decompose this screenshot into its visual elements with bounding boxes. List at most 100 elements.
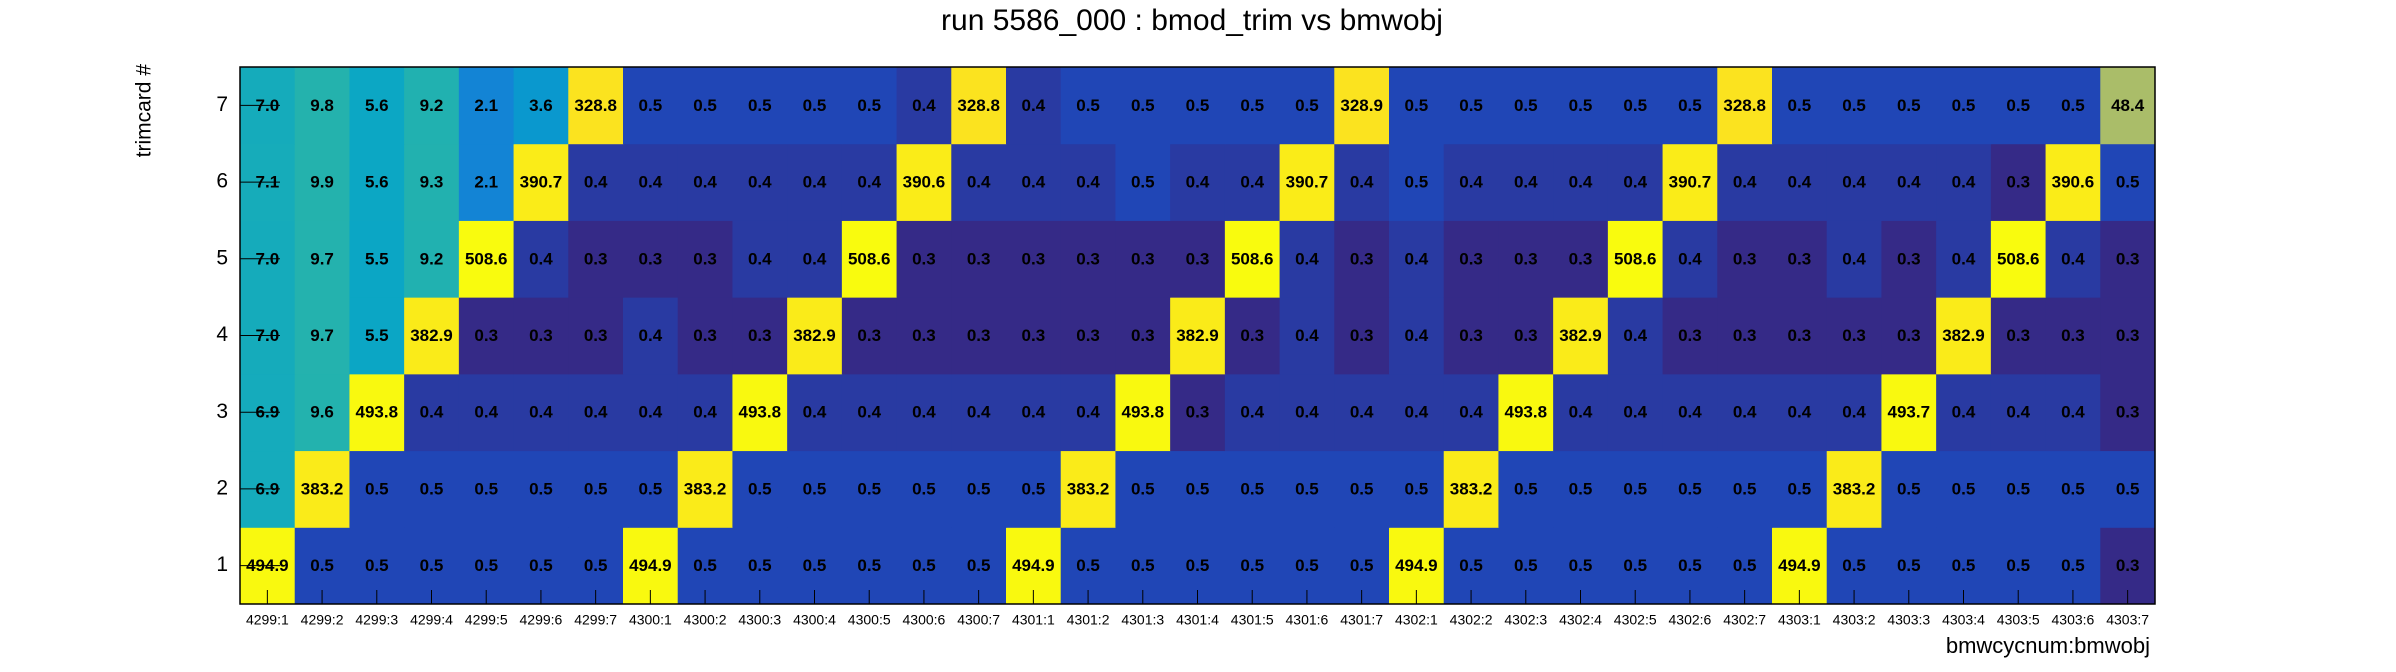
cell-label: 0.3: [912, 249, 936, 268]
cell-label: 0.3: [748, 326, 772, 345]
cell-label: 0.4: [967, 403, 991, 422]
cell-label: 0.5: [1514, 556, 1538, 575]
cell-label: 508.6: [465, 249, 508, 268]
heatmap-cell: [294, 220, 350, 298]
cell-label: 0.5: [420, 556, 444, 575]
cell-label: 0.4: [639, 403, 663, 422]
x-axis-label: bmwcycnum:bmwobj: [1946, 633, 2150, 658]
cell-label: 494.9: [1012, 556, 1055, 575]
heatmap-cell: [1006, 67, 1062, 145]
cell-label: 0.5: [1842, 556, 1866, 575]
heatmap-cell: [568, 297, 624, 375]
heatmap-cell: [1279, 373, 1335, 452]
heatmap-cell: [1717, 450, 1773, 528]
cell-label: 0.3: [1240, 326, 1264, 345]
cell-label: 0.3: [1842, 326, 1866, 345]
heatmap-cell: [1006, 143, 1062, 221]
cell-label: 0.5: [1952, 556, 1976, 575]
heatmap-cell: [1224, 373, 1281, 452]
cell-label: 382.9: [410, 326, 453, 345]
x-tick-label: 4300:2: [684, 612, 727, 628]
cell-label: 0.5: [1678, 556, 1702, 575]
cell-label: 382.9: [1942, 326, 1985, 345]
heatmap-cell: [1826, 67, 1882, 145]
cell-label: 9.7: [310, 249, 334, 268]
heatmap-cell: [1224, 220, 1281, 298]
cell-label: 0.5: [1459, 96, 1483, 115]
heatmap-cell: [1334, 67, 1390, 145]
cell-label: 0.4: [748, 249, 772, 268]
heatmap-cell: [787, 220, 843, 298]
cell-label: 0.4: [1350, 403, 1374, 422]
cell-label: 0.4: [529, 403, 553, 422]
heatmap-cell: [1443, 143, 1499, 221]
cell-label: 0.5: [474, 556, 498, 575]
heatmap-cell: [404, 450, 460, 528]
x-tick-label: 4302:4: [1559, 612, 1602, 628]
cell-label: 9.7: [310, 326, 334, 345]
heatmap-cell: [2045, 220, 2101, 298]
heatmap-cell: [2100, 143, 2156, 221]
heatmap-cell: [2100, 297, 2156, 375]
cell-label: 0.4: [1022, 96, 1046, 115]
cell-label: 0.4: [1733, 403, 1757, 422]
cell-label: 0.4: [1623, 326, 1647, 345]
cell-label: 0.4: [1022, 173, 1046, 192]
heatmap-cell: [1389, 450, 1445, 528]
y-tick-label: 3: [216, 400, 228, 423]
heatmap-cell: [1772, 220, 1828, 298]
heatmap-cell: [787, 67, 843, 145]
x-tick-label: 4301:5: [1231, 612, 1274, 628]
x-tick-label: 4299:5: [465, 612, 508, 628]
cell-label: 0.4: [1678, 403, 1702, 422]
heatmap-cell: [677, 373, 733, 452]
cell-label: 383.2: [1833, 479, 1876, 498]
cell-label: 0.5: [1678, 479, 1702, 498]
cell-label: 0.4: [748, 173, 772, 192]
heatmap-cell: [1224, 297, 1281, 375]
cell-label: 383.2: [301, 479, 344, 498]
cell-label: 9.9: [310, 173, 334, 192]
cell-label: 0.4: [584, 173, 608, 192]
heatmap-cell: [2100, 220, 2156, 298]
chart-title: run 5586_000 : bmod_trim vs bmwobj: [941, 4, 1443, 37]
y-axis-label: trimcard #: [133, 64, 156, 158]
heatmap-cell: [513, 373, 569, 452]
cell-label: 5.6: [365, 96, 389, 115]
heatmap-cell: [1881, 297, 1937, 375]
cell-label: 0.5: [1131, 173, 1155, 192]
x-tick-label: 4300:3: [738, 612, 781, 628]
cell-label: 9.3: [420, 173, 444, 192]
cell-label: 0.5: [1186, 479, 1210, 498]
heatmap-cell: [1662, 450, 1718, 528]
cell-label: 0.5: [1623, 479, 1647, 498]
heatmap-cell: [732, 143, 788, 221]
heatmap-cell: [2045, 67, 2101, 145]
heatmap-cell: [458, 220, 515, 298]
x-tick-label: 4303:4: [1942, 612, 1985, 628]
cell-label: 0.5: [1623, 556, 1647, 575]
heatmap-cell: [294, 143, 350, 221]
cell-label: 0.5: [2006, 556, 2030, 575]
cell-label: 0.4: [803, 403, 827, 422]
heatmap-cell: [787, 450, 843, 528]
heatmap-cell: [951, 220, 1007, 298]
heatmap-cell: [951, 450, 1007, 528]
cell-label: 0.4: [1514, 173, 1538, 192]
heatmap-cell: [1717, 143, 1773, 221]
cell-label: 0.5: [1186, 96, 1210, 115]
heatmap-cell: [349, 143, 405, 221]
heatmap-cell: [513, 220, 569, 298]
heatmap-cell: [1990, 67, 2047, 145]
x-tick-label: 4302:7: [1723, 612, 1766, 628]
heatmap-cell: [2045, 143, 2101, 221]
cell-label: 328.8: [1723, 96, 1766, 115]
x-tick-label: 4303:7: [2106, 612, 2149, 628]
cell-label: 9.2: [420, 96, 444, 115]
heatmap-cell: [1279, 220, 1335, 298]
heatmap-cell: [513, 143, 569, 221]
cell-label: 493.8: [1122, 403, 1165, 422]
heatmap-cell: [623, 220, 679, 298]
cell-label: 0.4: [1295, 403, 1319, 422]
cell-label: 0.3: [1569, 249, 1593, 268]
